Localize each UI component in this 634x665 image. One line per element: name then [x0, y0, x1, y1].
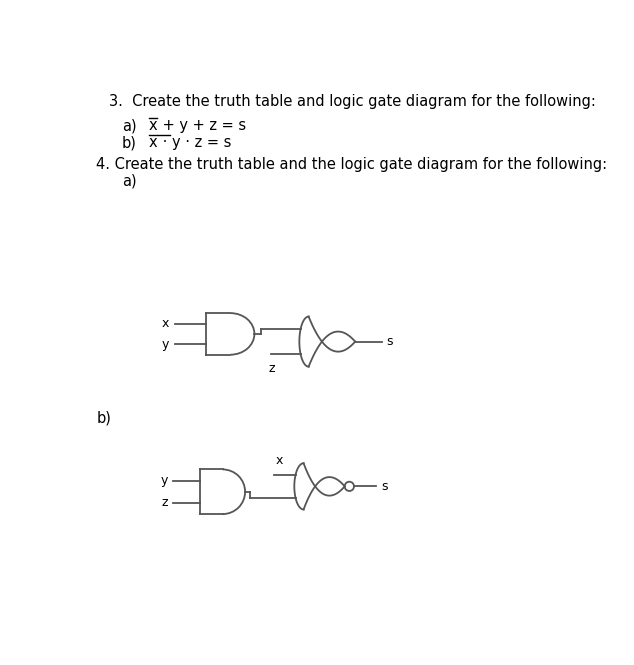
Text: s: s — [386, 335, 392, 348]
Text: x: x — [275, 454, 283, 467]
Text: x: x — [149, 135, 158, 150]
Text: a): a) — [122, 174, 136, 189]
Text: 3.  Create the truth table and logic gate diagram for the following:: 3. Create the truth table and logic gate… — [108, 94, 595, 108]
Text: s: s — [381, 480, 387, 493]
Text: y: y — [160, 474, 167, 487]
Text: + y + z = s: + y + z = s — [157, 118, 245, 133]
Text: z: z — [268, 362, 275, 375]
Text: x: x — [162, 317, 169, 330]
Text: b): b) — [122, 135, 137, 150]
Text: b): b) — [96, 411, 111, 426]
Text: · y · z = s: · y · z = s — [157, 135, 231, 150]
Text: a): a) — [122, 118, 136, 133]
Text: x: x — [149, 118, 158, 133]
Text: z: z — [161, 496, 167, 509]
Text: y: y — [162, 338, 169, 351]
Text: 4. Create the truth table and the logic gate diagram for the following:: 4. Create the truth table and the logic … — [96, 157, 607, 172]
